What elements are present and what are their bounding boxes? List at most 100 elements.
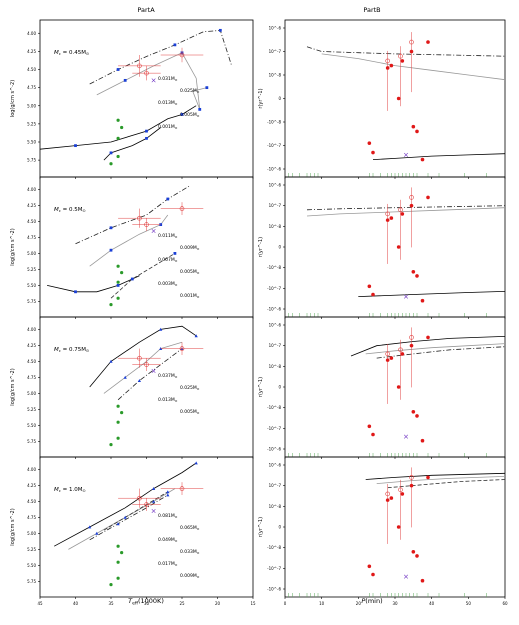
right-panel-frame xyxy=(284,19,506,178)
left-y-tick-label: 4.25 xyxy=(27,483,36,488)
track-marker xyxy=(130,277,134,281)
rate-open-point xyxy=(385,211,390,217)
track-marker xyxy=(116,284,120,287)
rate-curve xyxy=(365,343,506,355)
track-mass-label: 0.009M⊙ xyxy=(180,245,200,251)
rate-filled-point xyxy=(400,492,405,496)
track-marker xyxy=(116,68,120,71)
rate-filled-point xyxy=(400,352,405,356)
left-y-tick-label: 5.25 xyxy=(27,121,36,126)
rate-filled-point xyxy=(415,414,419,418)
left-panel-3: 4.00 4.25 4.50 4.75 5.00 5.25 5.50 5.75 45 40 35 30… xyxy=(10,456,256,606)
observed-open-point xyxy=(137,495,142,501)
right-y-tick-label: -10^-8 xyxy=(267,545,281,550)
green-point xyxy=(120,271,124,275)
rate-filled-point xyxy=(389,63,394,68)
core-mass-label: Mc = 0.45M⊙ xyxy=(54,50,89,56)
rate-filled-point xyxy=(371,150,375,155)
rate-cross-point xyxy=(403,294,409,299)
left-y-tick-label: 5.00 xyxy=(27,531,36,536)
left-panel-group: 4.00 4.25 4.50 4.75 5.00 5.25 5.50 5.75 log(g/cm… xyxy=(10,19,256,606)
evolution-track xyxy=(75,185,190,245)
left-y-tick-label: 5.00 xyxy=(27,251,36,256)
right-panel-frame xyxy=(284,176,506,318)
track-marker xyxy=(109,359,113,363)
track-mass-label: 0.001M⊙ xyxy=(180,293,200,299)
right-y-tick-label: -10^-6 xyxy=(267,447,281,452)
rate-open-point xyxy=(398,207,403,213)
rate-filled-point xyxy=(367,284,372,289)
left-y-tick-label: 4.50 xyxy=(27,67,36,72)
observed-open-point xyxy=(144,222,149,227)
observed-open-point xyxy=(137,63,142,69)
rate-filled-point xyxy=(396,245,401,249)
observed-cross-point xyxy=(151,508,156,514)
rate-open-point xyxy=(398,53,403,59)
track-mass-label: 0.065M⊙ xyxy=(180,525,200,531)
green-point xyxy=(120,125,124,130)
track-mass-label: 0.013M⊙ xyxy=(158,397,178,403)
track-mass-label: 0.025M⊙ xyxy=(180,88,200,94)
left-y-tick-label: 4.25 xyxy=(27,203,36,208)
observed-open-point xyxy=(137,355,142,361)
rate-filled-point xyxy=(396,525,401,529)
track-marker xyxy=(109,226,113,230)
left-y-tick-label: 4.75 xyxy=(27,235,36,240)
column-title-right: PartB xyxy=(363,6,380,14)
column-title-left: PartA xyxy=(137,6,155,14)
core-mass-label: Mc = 1.0M⊙ xyxy=(54,487,86,493)
rate-cross-point xyxy=(403,574,409,579)
left-y-tick-label: 5.25 xyxy=(27,267,36,272)
rate-open-point xyxy=(409,39,414,45)
rate-filled-point xyxy=(415,554,419,558)
rate-open-point xyxy=(398,487,403,493)
track-marker xyxy=(88,525,92,529)
green-point xyxy=(116,264,120,268)
green-point xyxy=(116,560,120,564)
rate-cross-point xyxy=(403,152,409,157)
track-mass-label: 0.005M⊙ xyxy=(180,112,200,118)
track-mass-label: 0.011M⊙ xyxy=(158,233,178,239)
right-x-tick-label: 40 xyxy=(429,601,435,606)
green-point xyxy=(116,280,120,284)
rate-filled-point xyxy=(396,96,401,101)
right-panel-group: 10^-6 10^-7 10^-8 0 -10^-8 -10^-7 -10^-6 r(yr^-… xyxy=(258,19,508,606)
track-marker xyxy=(152,499,156,503)
rate-cross-point xyxy=(403,434,409,439)
track-mass-label: 0.005M⊙ xyxy=(180,409,200,415)
rate-open-point xyxy=(409,195,414,200)
rate-curve xyxy=(387,479,506,489)
track-marker xyxy=(173,252,177,255)
track-marker xyxy=(166,197,170,201)
left-y-tick-label: 4.50 xyxy=(27,359,36,364)
observed-open-point xyxy=(144,70,149,76)
observed-open-point xyxy=(137,215,142,221)
rate-filled-point xyxy=(371,572,375,577)
right-x-tick-label: 0 xyxy=(284,601,287,606)
track-marker xyxy=(109,248,113,252)
rate-filled-point xyxy=(400,59,405,63)
left-y-tick-label: 5.00 xyxy=(27,103,36,108)
rate-filled-point xyxy=(426,195,430,200)
rate-filled-point xyxy=(426,475,430,480)
right-x-tick-label: 30 xyxy=(392,601,398,606)
track-marker xyxy=(123,375,127,379)
left-y-tick-label: 5.25 xyxy=(27,407,36,412)
left-y-tick-label: 4.25 xyxy=(27,49,36,54)
track-mass-label: 0.081M⊙ xyxy=(158,513,178,519)
rate-filled-point xyxy=(426,335,430,340)
left-x-tick-label: 35 xyxy=(108,601,114,606)
rate-filled-point xyxy=(411,410,416,414)
right-y-tick-label: 10^-6 xyxy=(269,323,282,328)
rate-filled-point xyxy=(420,157,425,162)
track-marker xyxy=(74,290,77,294)
right-y-tick-label: 10^-7 xyxy=(269,49,282,54)
green-point xyxy=(116,576,120,580)
right-y-tick-label: -10^-7 xyxy=(267,143,281,148)
rate-filled-point xyxy=(371,432,375,437)
left-y-tick-label: 5.75 xyxy=(27,579,36,584)
rate-curve xyxy=(350,336,506,357)
track-marker xyxy=(166,493,170,497)
rate-filled-point xyxy=(420,578,425,583)
track-marker xyxy=(198,107,202,111)
